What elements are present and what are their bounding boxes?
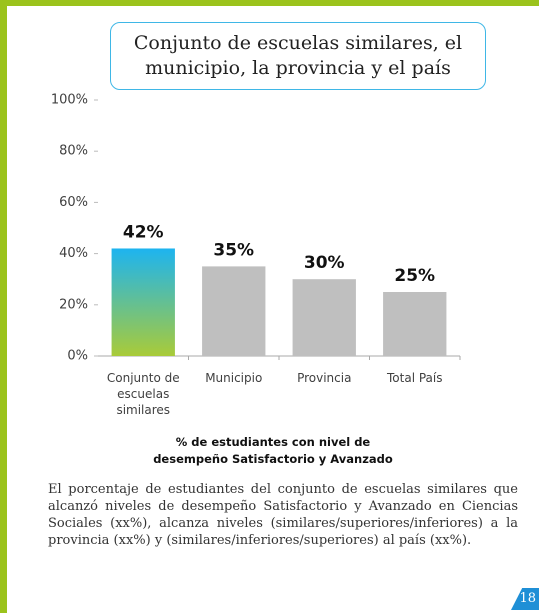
y-tick-label: 40% <box>59 246 88 261</box>
paragraph: El porcentaje de estudiantes del conjunt… <box>48 482 518 548</box>
bar <box>202 266 266 356</box>
value-label: 30% <box>304 253 345 273</box>
value-label: 35% <box>213 240 254 260</box>
value-label: 25% <box>394 266 435 286</box>
x-tick-label: Provincia <box>297 371 352 385</box>
y-tick-label: 100% <box>51 93 88 108</box>
border-top <box>0 0 539 6</box>
bar <box>111 248 175 356</box>
bar <box>383 292 447 356</box>
chart-title: Conjunto de escuelas similares, el munic… <box>110 22 486 90</box>
x-tick-label: Municipio <box>205 371 263 385</box>
y-tick-label: 60% <box>59 195 88 210</box>
x-tick-label: Conjunto de escuelas similares <box>106 371 180 417</box>
y-tick-label: 0% <box>67 349 88 364</box>
x-axis-title: % de estudiantes con nivel de desempeño … <box>153 435 393 466</box>
value-label: 42% <box>123 222 164 242</box>
x-tick-label: Total País <box>387 371 443 385</box>
y-tick-label: 80% <box>59 144 88 159</box>
border-left <box>0 0 7 613</box>
y-tick-label: 20% <box>59 297 88 312</box>
bar <box>292 279 356 356</box>
